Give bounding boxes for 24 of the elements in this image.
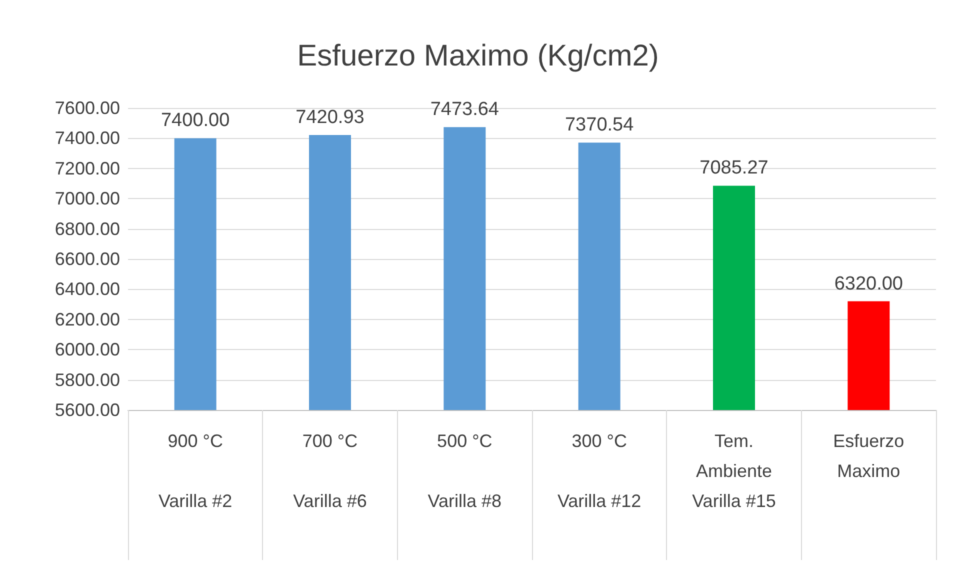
data-label: 7400.00 [160,110,230,132]
data-label: 7420.93 [296,107,364,128]
data-label: 7085.27 [700,158,768,179]
y-tick-label: 6000.00 [54,340,120,360]
category-label: 700 °C Varilla #6 [293,431,367,511]
category-label: 300 °C Varilla #12 [557,431,642,511]
x-tick-label: Esfuerzo Maximo [833,431,904,481]
y-tick-label: 7400.00 [54,128,120,148]
category-label: 500 °C Varilla #8 [428,431,502,511]
y-tick-label: 5600.00 [54,400,120,420]
chart-title: Esfuerzo Maximo (Kg/cm2) [297,40,659,72]
y-tick-label: 7600.00 [54,98,120,118]
x-tick-label: Tem. Ambiente Varilla #15 [692,431,776,511]
y-tick-label: 6600.00 [54,249,120,269]
category-label: 900 °C Varilla #2 [158,431,232,511]
y-tick-label: 6400.00 [54,279,120,300]
data-label: 6320.00 [834,273,904,294]
y-tick-label: 5800.00 [54,370,120,390]
data-label: 7370.54 [564,114,634,136]
y-tick-label: 6800.00 [54,218,120,239]
y-tick-label: 6200.00 [54,309,120,330]
y-tick-label: 7000.00 [54,188,120,209]
y-tick-label: 7200.00 [54,158,120,178]
data-label: 7473.64 [430,99,500,120]
